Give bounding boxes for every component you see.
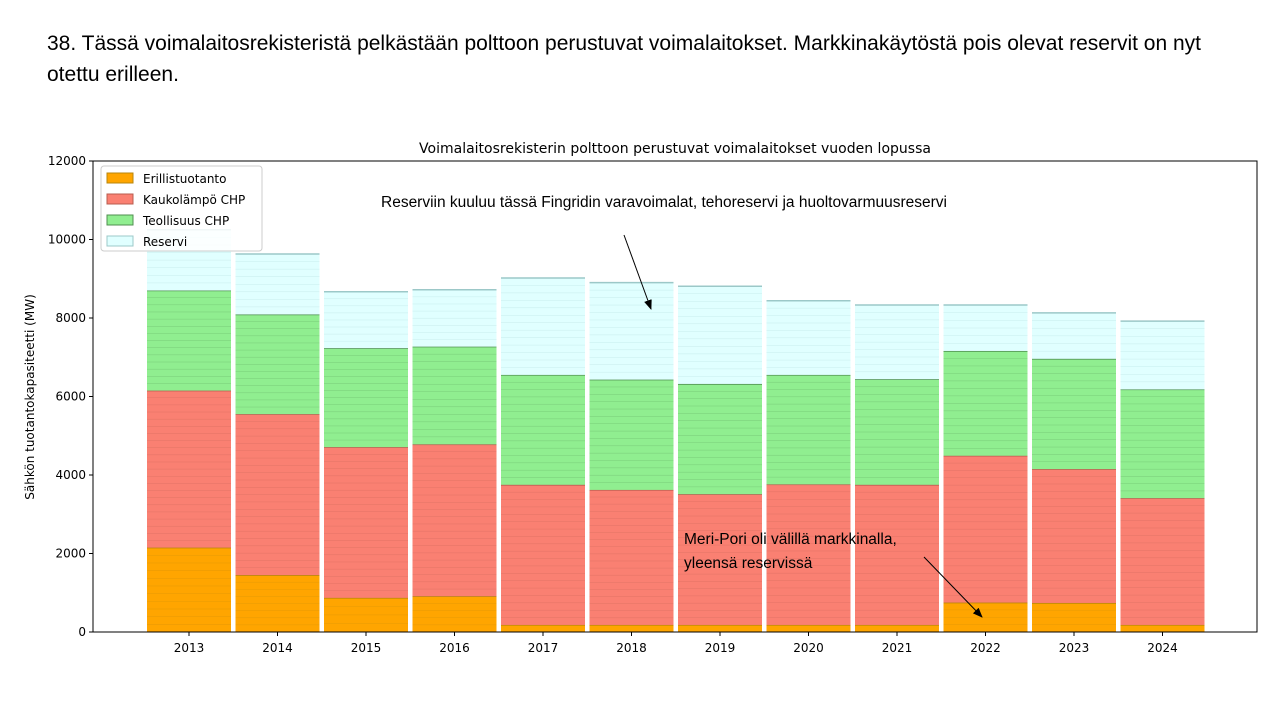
bar-segment — [589, 282, 674, 380]
bar-segment — [678, 286, 762, 384]
bar-segment — [412, 289, 497, 347]
x-tick-label: 2023 — [1059, 641, 1090, 655]
bar-segment — [943, 602, 1028, 632]
x-tick-label: 2024 — [1147, 641, 1178, 655]
bar-segment — [589, 489, 674, 625]
bar-segment — [412, 346, 497, 445]
bar-segment — [1120, 498, 1205, 625]
meripori-note-arrow — [923, 556, 983, 618]
bar-segment — [855, 305, 939, 380]
bar-segment — [1032, 469, 1116, 603]
legend-label: Reservi — [143, 235, 187, 249]
bar-segment — [589, 624, 674, 632]
x-tick-label: 2015 — [351, 641, 382, 655]
x-tick-label: 2018 — [616, 641, 647, 655]
meripori-annotation-line2: yleensä reservissä — [684, 555, 813, 572]
bar-segment — [766, 624, 851, 632]
x-tick-label: 2021 — [882, 641, 913, 655]
bar-segment — [589, 379, 674, 490]
bar-segment — [1120, 624, 1205, 632]
bar-segment — [324, 447, 408, 598]
legend-label: Erillistuotanto — [143, 172, 226, 186]
bar-segment — [501, 624, 585, 632]
legend-swatch — [106, 172, 134, 184]
bar-segment — [501, 374, 585, 485]
bar-segment — [943, 350, 1028, 456]
bar-segment — [766, 300, 851, 375]
bar-segment — [235, 314, 320, 415]
bar-segment — [678, 624, 762, 632]
y-tick-label: 8000 — [55, 311, 86, 325]
bar-segment — [678, 494, 762, 625]
y-tick-label: 2000 — [55, 547, 86, 561]
meripori-annotation-line1: Meri-Pori oli välillä markkinalla, — [684, 531, 897, 548]
legend-label: Teollisuus CHP — [142, 214, 229, 228]
bar-segment — [147, 390, 231, 548]
bar-segment — [235, 414, 320, 576]
bar-segment — [412, 444, 497, 597]
reserve-note-arrow — [623, 234, 652, 310]
bar-segment — [855, 484, 939, 625]
y-tick-label: 6000 — [55, 390, 86, 404]
y-tick-label: 12000 — [48, 154, 86, 168]
bar-segment — [1120, 389, 1205, 499]
bar-segment — [855, 624, 939, 632]
y-tick-label: 0 — [78, 625, 86, 639]
bar-segment — [1032, 312, 1116, 359]
bar-segment — [1032, 358, 1116, 470]
bar-segment — [235, 254, 320, 315]
x-tick-label: 2022 — [970, 641, 1001, 655]
bar-segment — [855, 379, 939, 485]
legend-swatch — [106, 193, 134, 205]
x-tick-label: 2014 — [262, 641, 293, 655]
y-tick-label: 4000 — [55, 468, 86, 482]
bar-segment — [147, 547, 231, 632]
x-tick-label: 2020 — [793, 641, 824, 655]
chart-title: Voimalaitosrekisterin polttoon perustuva… — [419, 141, 931, 157]
bar-segment — [412, 596, 497, 632]
bar-segment — [766, 374, 851, 485]
bar-segment — [1120, 321, 1205, 390]
x-tick-label: 2016 — [439, 641, 470, 655]
x-tick-label: 2013 — [174, 641, 205, 655]
bar-segment — [324, 348, 408, 448]
bar-segment — [1032, 602, 1116, 632]
legend-swatch — [106, 235, 134, 247]
legend-swatch — [106, 214, 134, 226]
bar-segment — [501, 484, 585, 625]
bar-segment — [678, 383, 762, 495]
bar-segment — [943, 455, 1028, 603]
slide-title: 38. Tässä voimalaitosrekisteristä pelkäs… — [47, 32, 1202, 86]
bar-segment — [235, 575, 320, 632]
reserve-annotation: Reserviin kuuluu tässä Fingridin varavoi… — [381, 194, 947, 211]
legend: Erillistuotanto Kaukolämpö CHP Teollisuus … — [100, 165, 263, 252]
bar-segment — [501, 277, 585, 375]
bar-segment — [943, 305, 1028, 351]
bar-segment — [766, 484, 851, 625]
y-tick-label: 10000 — [48, 233, 86, 247]
x-tick-label: 2019 — [705, 641, 736, 655]
bar-segment — [324, 597, 408, 632]
bar-segment — [147, 290, 231, 391]
bar-segment — [324, 291, 408, 349]
legend-label: Kaukolämpö CHP — [143, 193, 245, 207]
x-tick-label: 2017 — [528, 641, 559, 655]
legend-box — [100, 165, 263, 252]
y-axis-label: Sähkön tuotantokapasiteetti (MW) — [23, 294, 37, 499]
